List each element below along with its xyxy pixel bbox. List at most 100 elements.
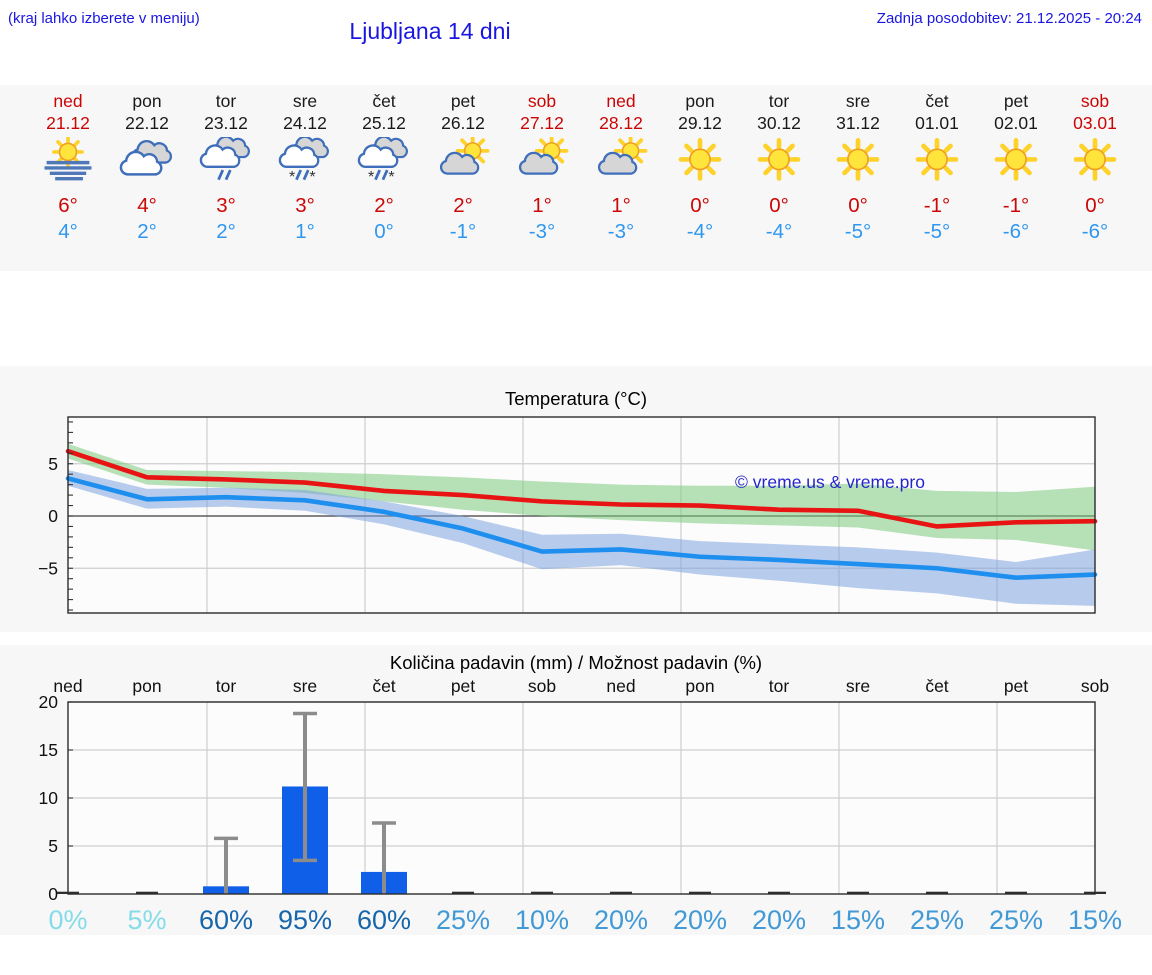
low-temp: -5° [923,220,951,244]
high-temp: 2° [374,193,394,217]
day-date: 24.12 [283,112,327,133]
day-name: pon [132,91,162,111]
high-temp: 1° [532,193,552,217]
low-temp: 2° [216,220,236,244]
precipitation-plot: ned pon tor sre čet pet sob ned pon tor sre čet pet s… [39,676,1122,935]
fog-icon [38,137,98,184]
day-date: 30.12 [757,112,801,133]
zero-bar-mark [689,891,711,894]
day-column[interactable]: sre 24.12 3° 1° [263,91,347,245]
sunny-icon [828,137,888,184]
low-temp: 0° [374,220,394,244]
precipitation-chart: ned pon tor sre čet pet sob ned pon tor sre čet pet s… [0,645,1152,935]
precip-y-tick-label: 0 [48,884,58,904]
precip-day-label: pon [132,676,161,696]
zero-bar-mark [531,891,553,894]
high-temp: 0° [690,193,710,217]
high-temp: 2° [453,193,473,217]
day-date: 25.12 [362,112,406,133]
partly-cloudy-icon [591,137,651,184]
day-name: tor [215,91,237,111]
precip-day-label: pet [451,676,475,696]
max-temp-line [65,448,1098,529]
day-column[interactable]: sob 03.01 0° -6° [1053,91,1137,245]
day-date: 28.12 [599,112,643,133]
day-column[interactable]: pon 22.12 4° 2° [105,91,189,245]
precip-day-label: pet [1004,676,1028,696]
day-column[interactable]: pet 26.12 2° -1° [421,91,505,245]
precip-probability: 25% [910,905,964,935]
sunny-icon [749,137,809,184]
day-name: pet [450,91,476,111]
precip-probability: 15% [1068,905,1122,935]
precip-day-label: čet [372,676,395,696]
sleet-icon [275,137,335,184]
zero-bar-mark [610,891,632,894]
high-temp: 0° [848,193,868,217]
precip-probability: 0% [48,905,87,935]
precip-probability: 20% [673,905,727,935]
sunny-icon [986,137,1046,184]
low-temp: 2° [137,220,157,244]
sleet-icon [354,137,414,184]
precip-probability: 5% [127,905,166,935]
precip-day-label: sob [1081,676,1109,696]
high-temp: 3° [216,193,236,217]
zero-bar-mark [136,891,158,894]
precip-probability: 25% [989,905,1043,935]
day-date: 31.12 [836,112,880,133]
low-temp: 1° [295,220,315,244]
day-column[interactable]: tor 23.12 3° 2° [184,91,268,245]
day-column[interactable]: ned 21.12 6° 4° [26,91,110,245]
day-date: 27.12 [520,112,564,133]
day-date: 01.01 [915,112,959,133]
day-column[interactable]: čet 01.01 -1° -5° [895,91,979,245]
precip-day-label: ned [53,676,82,696]
day-column[interactable]: pet 02.01 -1° -6° [974,91,1058,245]
precip-day-label: ned [606,676,635,696]
precip-y-tick-label: 20 [39,692,59,712]
precip-probability: 15% [831,905,885,935]
precip-probability: 20% [594,905,648,935]
low-temp: -3° [528,220,556,244]
day-column[interactable]: sob 27.12 1° -3° [500,91,584,245]
day-name: sre [292,91,318,111]
high-temp: 0° [1085,193,1105,217]
day-name: sob [527,91,557,111]
day-column[interactable]: pon 29.12 0° -4° [658,91,742,245]
precip-probability: 60% [199,905,253,935]
precip-day-label: sob [528,676,556,696]
precip-probability: 20% [752,905,806,935]
low-temp: -3° [607,220,635,244]
high-temp: -1° [1002,193,1030,217]
day-column[interactable]: sre 31.12 0° -5° [816,91,900,245]
zero-bar-mark [452,891,474,894]
partly-cloudy-icon [433,137,493,184]
high-temp: 3° [295,193,315,217]
zero-bar-mark [1005,891,1027,894]
precip-y-tick-label: 10 [39,788,59,808]
day-column[interactable]: tor 30.12 0° -4° [737,91,821,245]
day-date: 21.12 [46,112,90,133]
day-column[interactable]: ned 28.12 1° -3° [579,91,663,245]
page-title: Ljubljana 14 dni [349,18,511,44]
low-temp: -5° [844,220,872,244]
last-update-timestamp: Zadnja posodobitev: 21.12.2025 - 20:24 [876,10,1142,27]
precip-y-tick-label: 15 [39,740,58,760]
cloudy-icon [117,137,177,184]
partly-cloudy-icon [512,137,572,184]
rain-icon [196,137,256,184]
low-temp: -4° [765,220,793,244]
day-name: čet [372,91,396,111]
low-temp: -1° [449,220,477,244]
max-temp-range-band [68,443,1095,551]
day-date: 23.12 [204,112,248,133]
high-temp: 4° [137,193,157,217]
precip-day-label: pon [685,676,714,696]
temperature-chart: 5 0 −5 © vreme.us & vreme.pro Temperatura (… [0,366,1152,632]
day-date: 22.12 [125,112,169,133]
watermark-link[interactable]: © vreme.us & vreme.pro [735,472,925,492]
sunny-icon [907,137,967,184]
day-column[interactable]: čet 25.12 2° 0° [342,91,426,245]
